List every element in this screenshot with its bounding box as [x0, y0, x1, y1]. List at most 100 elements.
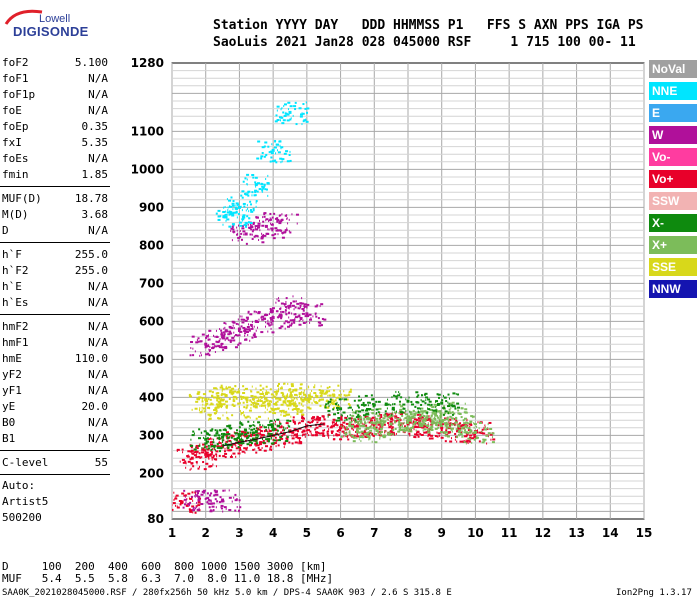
trace-speck	[285, 214, 287, 217]
trace-speck	[402, 425, 404, 428]
trace-speck	[260, 235, 264, 238]
trace-speck	[291, 442, 294, 445]
trace-speck	[268, 429, 272, 432]
trace-speck	[376, 412, 378, 415]
trace-speck	[262, 220, 265, 223]
trace-speck	[288, 395, 292, 398]
trace-speck	[239, 433, 243, 436]
trace-speck	[374, 433, 378, 436]
trace-speck	[220, 346, 224, 349]
trace-speck	[244, 177, 247, 180]
x-tick-label: 14	[602, 526, 619, 540]
separator	[0, 474, 110, 475]
trace-speck	[351, 414, 353, 417]
trace-speck	[483, 439, 486, 442]
trace-speck	[217, 434, 221, 437]
trace-speck	[287, 321, 291, 324]
trace-speck	[481, 430, 483, 433]
trace-speck	[253, 332, 256, 335]
trace-speck	[228, 325, 232, 328]
trace-speck	[222, 331, 225, 334]
trace-speck	[445, 421, 448, 424]
trace-speck	[299, 302, 303, 305]
trace-speck	[267, 430, 269, 433]
trace-speck	[260, 429, 263, 432]
trace-speck	[451, 401, 455, 404]
trace-speck	[253, 235, 256, 238]
trace-speck	[240, 413, 242, 416]
trace-speck	[204, 497, 207, 500]
trace-speck	[357, 418, 360, 421]
trace-speck	[247, 221, 250, 224]
trace-speck	[434, 421, 437, 424]
trace-speck	[213, 409, 217, 412]
trace-speck	[268, 324, 271, 327]
trace-speck	[428, 431, 431, 434]
trace-speck	[341, 430, 345, 433]
trace-speck	[435, 423, 439, 426]
trace-speck	[320, 392, 324, 395]
trace-speck	[218, 440, 220, 443]
trace-speck	[367, 418, 371, 421]
trace-speck	[184, 503, 187, 506]
trace-speck	[390, 418, 394, 421]
trace-speck	[220, 343, 223, 346]
trace-speck	[173, 498, 175, 501]
trace-speck	[229, 339, 233, 342]
trace-speck	[451, 437, 453, 440]
trace-speck	[216, 446, 220, 449]
trace-speck	[256, 440, 258, 443]
trace-speck	[255, 451, 258, 454]
trace-speck	[191, 497, 193, 500]
trace-speck	[276, 220, 279, 223]
x-tick-label: 11	[501, 526, 518, 540]
trace-speck	[302, 398, 306, 401]
trace-speck	[237, 236, 241, 239]
trace-speck	[319, 389, 323, 392]
trace-speck	[238, 224, 240, 227]
trace-speck	[199, 340, 202, 343]
trace-speck	[222, 455, 226, 458]
legend-item-x-: X+	[649, 236, 697, 254]
trace-speck	[248, 328, 251, 331]
trace-speck	[197, 391, 201, 394]
trace-speck	[190, 444, 194, 447]
trace-speck	[301, 302, 305, 305]
trace-speck	[247, 334, 249, 337]
trace-speck	[355, 430, 357, 433]
trace-speck	[256, 430, 258, 433]
trace-speck	[416, 431, 420, 434]
trace-speck	[273, 439, 277, 442]
trace-speck	[427, 407, 429, 410]
trace-speck	[447, 431, 450, 434]
trace-speck	[226, 445, 228, 448]
param-value: N/A	[88, 432, 108, 445]
trace-speck	[408, 432, 411, 435]
trace-speck	[383, 434, 386, 437]
trace-speck	[338, 398, 342, 401]
trace-speck	[474, 436, 476, 439]
trace-speck	[449, 440, 453, 443]
trace-speck	[463, 422, 467, 425]
trace-speck	[384, 402, 388, 405]
trace-speck	[213, 334, 215, 337]
trace-speck	[224, 447, 226, 450]
trace-speck	[293, 428, 297, 431]
trace-speck	[273, 426, 275, 429]
trace-speck	[221, 405, 223, 408]
trace-speck	[242, 411, 244, 414]
trace-speck	[278, 387, 280, 390]
trace-speck	[391, 406, 395, 409]
trace-speck	[243, 406, 246, 409]
trace-speck	[357, 427, 361, 430]
trace-speck	[275, 412, 277, 415]
trace-speck	[248, 434, 251, 437]
trace-speck	[364, 428, 367, 431]
trace-speck	[284, 230, 287, 233]
trace-speck	[348, 421, 352, 424]
trace-speck	[231, 387, 235, 390]
trace-speck	[293, 404, 295, 407]
trace-speck	[445, 400, 448, 403]
trace-speck	[269, 448, 273, 451]
trace-speck	[264, 411, 266, 414]
